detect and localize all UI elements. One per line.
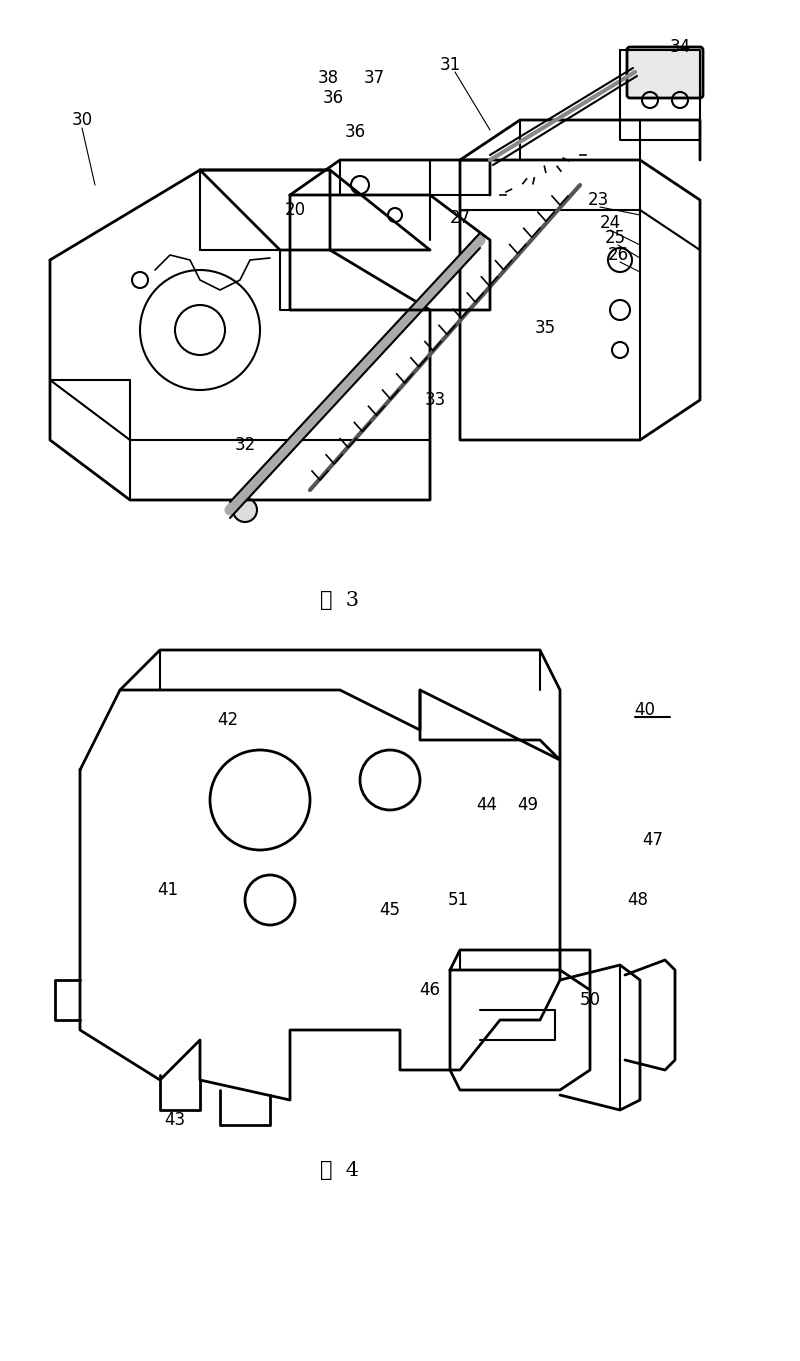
Text: 31: 31 bbox=[439, 56, 461, 73]
Text: 38: 38 bbox=[318, 69, 338, 87]
Circle shape bbox=[233, 498, 257, 523]
Text: 40: 40 bbox=[634, 701, 655, 719]
Text: 36: 36 bbox=[322, 88, 343, 108]
Text: 43: 43 bbox=[165, 1111, 186, 1130]
Text: 42: 42 bbox=[218, 710, 238, 729]
Text: 25: 25 bbox=[605, 229, 626, 246]
FancyBboxPatch shape bbox=[627, 48, 703, 98]
Text: 37: 37 bbox=[363, 69, 385, 87]
Text: 24: 24 bbox=[599, 214, 621, 231]
Text: 图  3: 图 3 bbox=[321, 591, 359, 610]
Text: 48: 48 bbox=[627, 891, 649, 909]
Text: 35: 35 bbox=[534, 318, 555, 338]
Text: 23: 23 bbox=[587, 191, 609, 210]
Text: 47: 47 bbox=[642, 832, 663, 849]
Text: 图  4: 图 4 bbox=[321, 1161, 359, 1180]
Text: 30: 30 bbox=[71, 112, 93, 129]
Text: 51: 51 bbox=[447, 891, 469, 909]
Text: 44: 44 bbox=[477, 796, 498, 814]
Text: 20: 20 bbox=[285, 201, 306, 219]
Text: 26: 26 bbox=[607, 246, 629, 264]
Text: 45: 45 bbox=[379, 901, 401, 919]
Text: 49: 49 bbox=[518, 796, 538, 814]
Text: 33: 33 bbox=[424, 391, 446, 410]
Text: 32: 32 bbox=[234, 436, 256, 455]
Text: 34: 34 bbox=[670, 38, 690, 56]
Text: 27: 27 bbox=[450, 210, 470, 227]
Text: 36: 36 bbox=[345, 122, 366, 142]
Text: 41: 41 bbox=[158, 881, 178, 900]
Text: 46: 46 bbox=[419, 981, 441, 999]
Text: 50: 50 bbox=[579, 991, 601, 1009]
